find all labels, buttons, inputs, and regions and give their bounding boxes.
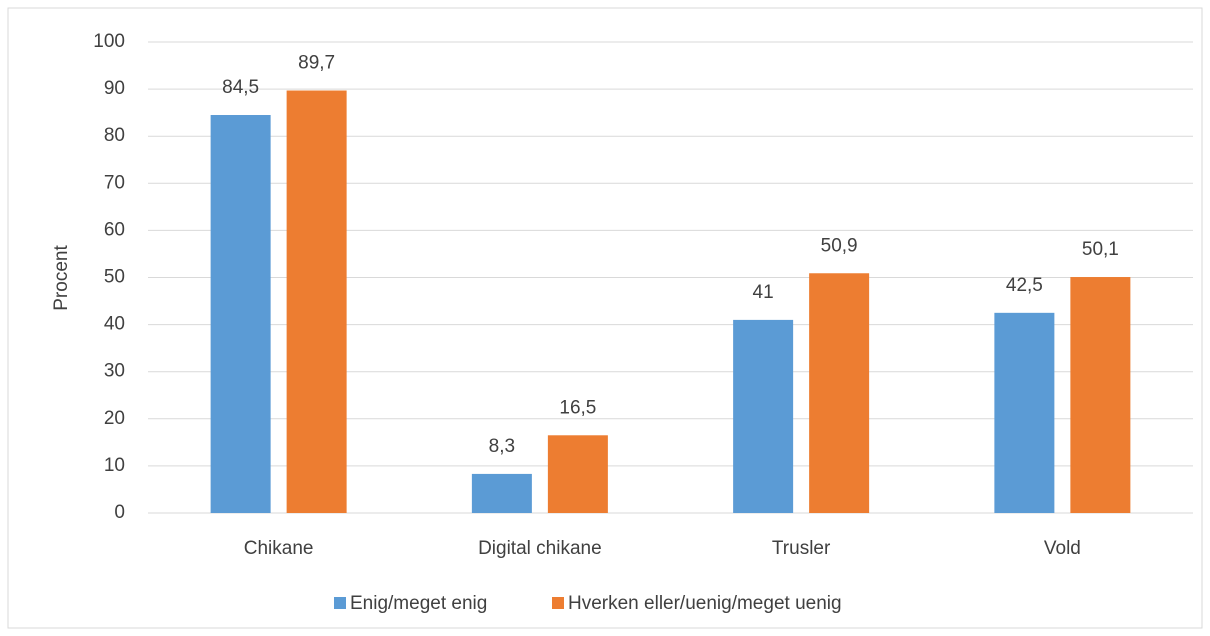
data-label: 41 [753,282,774,303]
y-tick-label: 20 [104,408,125,429]
data-label: 42,5 [1006,275,1043,296]
x-tick-label: Trusler [772,538,831,559]
y-tick-label: 40 [104,314,125,335]
y-axis-label: Procent [51,245,72,311]
data-label: 16,5 [559,397,596,418]
y-tick-label: 70 [104,172,125,193]
bar [286,90,347,513]
bar [733,319,794,513]
y-tick-label: 50 [104,267,125,288]
y-tick-label: 0 [114,502,125,523]
legend-swatch [334,597,346,609]
y-tick-label: 90 [104,78,125,99]
bar [210,115,271,513]
data-label: 84,5 [222,77,259,98]
y-tick-label: 100 [93,31,125,52]
x-tick-label: Vold [1044,538,1081,559]
legend-label: Enig/meget enig [350,593,487,614]
bar [809,273,870,513]
data-label: 50,1 [1082,239,1119,260]
legend-swatch [552,597,564,609]
bar [1070,277,1131,513]
y-tick-label: 80 [104,125,125,146]
x-tick-label: Digital chikane [478,538,602,559]
data-label: 50,9 [821,235,858,256]
bar [471,473,532,513]
y-tick-label: 10 [104,455,125,476]
y-tick-label: 60 [104,219,125,240]
x-tick-label: Chikane [244,538,314,559]
y-tick-label: 30 [104,361,125,382]
bar [547,435,608,513]
bar [994,312,1055,513]
data-label: 89,7 [298,53,335,74]
data-label: 8,3 [489,436,515,457]
legend-label: Hverken eller/uenig/meget uenig [568,593,842,614]
